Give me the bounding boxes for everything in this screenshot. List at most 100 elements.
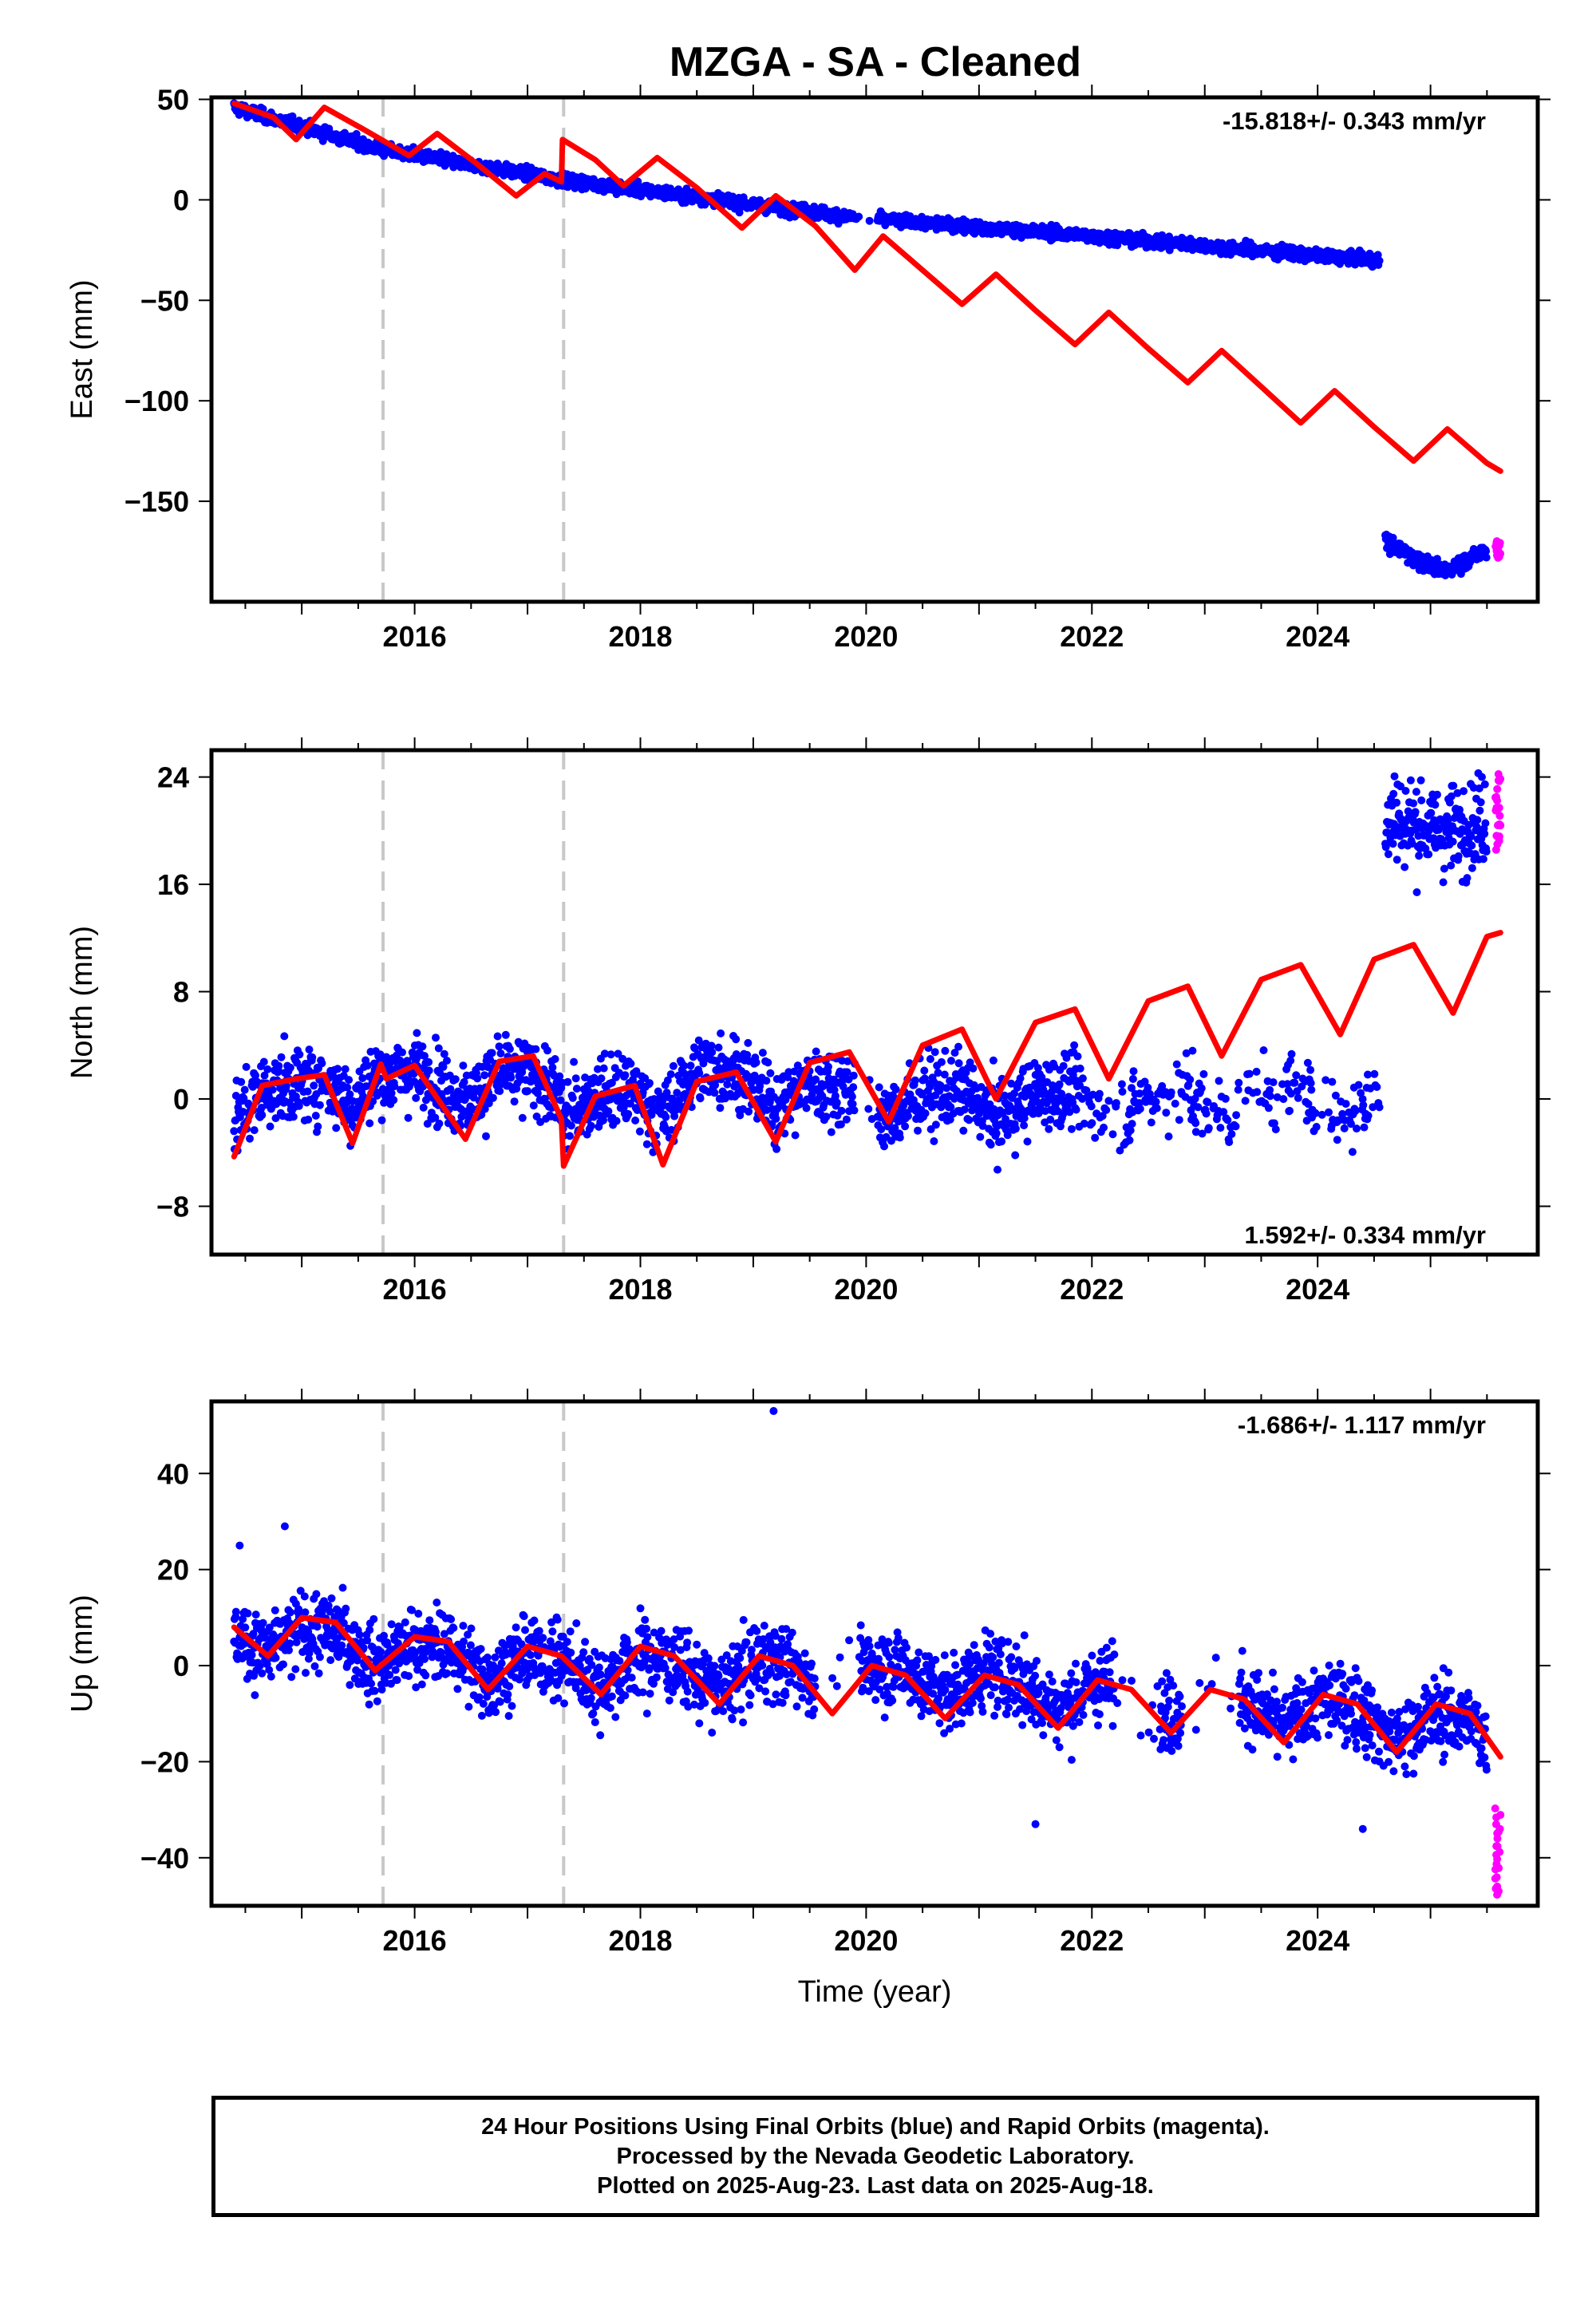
x-tick-label: 2018 [608,1273,672,1306]
data-point [263,1065,272,1073]
data-point [555,1072,564,1081]
data-point [251,1611,260,1619]
data-point [1203,1098,1212,1107]
data-point [326,1656,335,1665]
data-point [1427,808,1436,817]
data-point [259,1057,268,1066]
data-point [1412,888,1421,896]
data-point [292,1638,301,1646]
data-point [941,1046,950,1055]
data-point [339,1618,348,1627]
data-point [1023,1137,1032,1146]
data-point [294,1605,303,1614]
data-point [1287,1049,1296,1058]
data-point [1117,1080,1126,1089]
data-point [556,1096,565,1105]
data-point [1072,1105,1080,1114]
data-point [303,1087,312,1096]
data-point [954,1042,962,1051]
data-point [271,1114,280,1123]
data-point [1269,1078,1278,1087]
data-point [267,1672,275,1681]
y-tick-label: 0 [173,1650,189,1682]
data-point [1191,1094,1199,1103]
plot-area [230,1401,1505,1906]
data-point [1347,1120,1355,1128]
data-point [791,1131,800,1140]
data-point [1080,1119,1088,1128]
data-point [990,1105,998,1113]
data-point [793,1061,802,1070]
data-point [850,1106,859,1115]
data-point [903,1112,912,1120]
data-point [305,1649,314,1658]
data-point [1373,1083,1381,1091]
data-point [1406,776,1415,785]
data-point [1020,1121,1029,1130]
data-point [832,1098,841,1107]
data-point [296,1587,305,1595]
data-point [1390,772,1399,781]
data-point [626,1099,634,1108]
data-point [1076,1081,1084,1089]
data-point [1234,1085,1242,1094]
data-point [1306,1079,1315,1088]
data-point [1264,1104,1273,1113]
data-point [1266,1085,1274,1094]
x-tick-label: 2016 [383,620,447,653]
data-point [989,1056,998,1065]
data-point [1259,1046,1268,1054]
data-point [377,1116,386,1124]
data-point [614,1049,622,1058]
data-point [891,1124,899,1132]
data-point [1360,1123,1369,1132]
data-point [750,1071,759,1080]
data-point [626,1059,635,1068]
data-point [920,1074,929,1083]
data-point [673,1089,681,1097]
data-point [1290,1078,1299,1087]
data-point [259,1618,267,1627]
data-point [1188,1046,1197,1055]
data-point [1433,790,1441,799]
data-point [314,1669,323,1678]
data-point [758,1049,767,1057]
x-tick-label: 2022 [1060,1924,1124,1957]
data-point [332,1124,341,1132]
final-orbits-series [230,769,1491,1174]
data-point [1429,834,1438,843]
data-point [607,1078,616,1087]
data-point [239,1094,248,1103]
data-point [1456,805,1464,814]
data-point [1473,816,1482,824]
data-point [855,212,863,221]
data-point [1389,840,1397,848]
data-point [1118,1087,1127,1096]
data-point [621,1071,630,1080]
x-tick-label: 2020 [834,1273,898,1306]
data-point [488,1093,497,1102]
data-point [302,1669,310,1678]
data-point [926,1055,934,1063]
data-point [1126,1126,1135,1135]
data-point [1460,787,1468,796]
data-point [1334,1117,1343,1124]
data-point [1359,1101,1368,1109]
data-point [271,1654,280,1662]
data-point [1070,1041,1079,1049]
data-point [1389,533,1397,542]
x-tick-label: 2024 [1286,1924,1349,1957]
data-point [435,1119,444,1128]
data-point [373,1091,381,1100]
data-point [812,1075,820,1084]
data-point [457,1113,466,1121]
data-point [531,1045,540,1053]
data-point [865,216,874,225]
data-point [1065,1108,1074,1117]
data-point [1140,1077,1149,1086]
y-tick-label: 0 [173,1083,189,1116]
data-point [338,1583,347,1592]
data-point [326,1607,334,1616]
x-tick-label: 2020 [834,620,898,653]
